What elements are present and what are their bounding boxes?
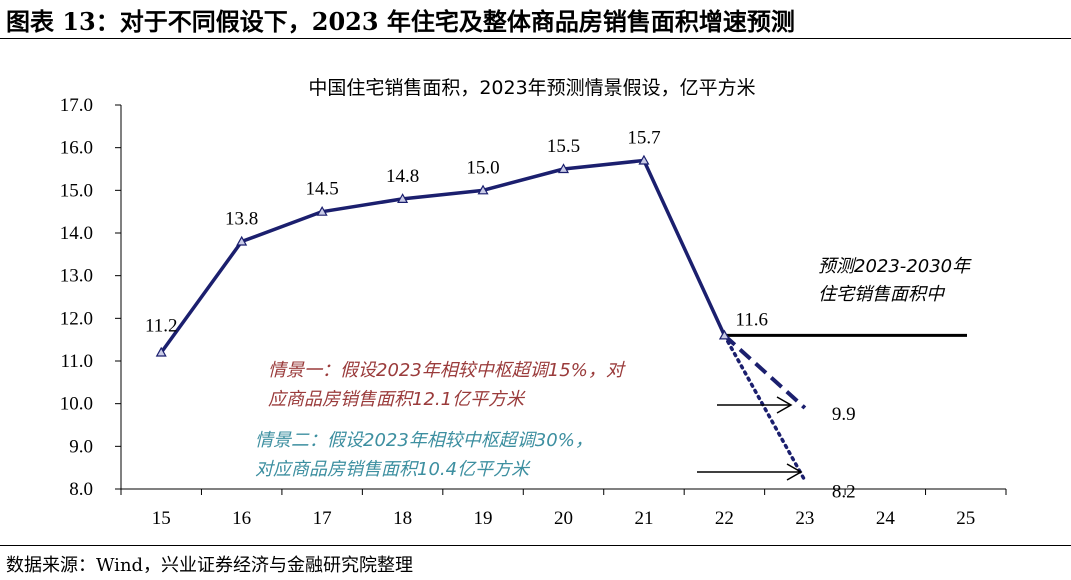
- x-tick-label: 16: [232, 508, 251, 529]
- forecast-note-line1: 预测2023-2030年: [818, 256, 972, 277]
- scenario1-note-line2: 应商品房销售面积12.1亿平方米: [268, 389, 526, 410]
- x-tick-label: 19: [474, 508, 493, 529]
- y-tick-label: 12.0: [60, 308, 93, 329]
- forecast-note-line2: 住宅销售面积中: [818, 284, 946, 305]
- main-series-point: [397, 193, 409, 203]
- y-tick-label: 8.0: [69, 479, 93, 500]
- source-rule: [0, 545, 1071, 546]
- x-tick-label: 21: [634, 508, 653, 529]
- y-tick-label: 16.0: [60, 138, 93, 159]
- y-tick-label: 17.0: [60, 95, 93, 116]
- annotation-layer: 预测2023-2030年 住宅销售面积中 情景一：假设2023年相较中枢超调15…: [255, 256, 972, 481]
- main-series-line: [159, 158, 726, 354]
- source-note: 数据来源：Wind，兴业证券经济与金融研究院整理: [6, 555, 414, 576]
- x-tick-label: 17: [313, 508, 332, 529]
- scenario1-end-label: 9.9: [832, 404, 856, 425]
- chart-title: 中国住宅销售面积，2023年预测情景假设，亿平方米: [308, 77, 755, 99]
- scenario1-dashed-line: [723, 333, 807, 410]
- scenario2-note-line1: 情景二：假设2023年相较中枢超调30%，: [255, 430, 593, 451]
- data-label: 11.6: [735, 309, 768, 330]
- y-tick-label: 9.0: [69, 436, 93, 457]
- data-label: 14.5: [306, 179, 339, 200]
- axes: 8.0 9.0 10.0 11.0 12.0 13.0 14.0 15.0 16.0 17.0 15…: [60, 95, 1007, 529]
- data-label: 15.7: [627, 127, 660, 148]
- y-tick-label: 15.0: [60, 180, 93, 201]
- y-tick-label: 10.0: [60, 394, 93, 415]
- scenario1-note-line1: 情景一：假设2023年相较中枢超调15%，对: [268, 360, 626, 381]
- main-series-point: [557, 163, 570, 174]
- x-tick-label: 24: [876, 508, 896, 529]
- x-tick-label: 22: [715, 508, 734, 529]
- scenario2-end-label: 8.2: [832, 481, 856, 502]
- main-series-point: [316, 205, 328, 216]
- y-tick-label: 14.0: [60, 223, 93, 244]
- main-series-point: [155, 346, 167, 357]
- data-label: 14.8: [386, 166, 419, 187]
- scenario2-note-line2: 对应商品房销售面积10.4亿平方米: [255, 459, 531, 480]
- data-label: 15.5: [547, 136, 580, 157]
- line-chart: 中国住宅销售面积，2023年预测情景假设，亿平方米 8.0 9.0 10.0 11.0…: [60, 77, 1007, 529]
- x-tick-label: 25: [956, 508, 975, 529]
- main-series-point: [718, 329, 730, 340]
- main-series-point: [477, 184, 489, 195]
- figure-title: 图表 13：对于不同假设下，2023 年住宅及整体商品房销售面积增速预测: [6, 7, 795, 36]
- x-tick-label: 23: [795, 508, 814, 529]
- series-layer: 11.2 13.8 14.5 14.8 15.0 15.5 15.7 11.6 9.9 8.2: [145, 127, 967, 502]
- title-rule: [0, 38, 1071, 39]
- x-tick-label: 18: [393, 508, 412, 529]
- data-label: 11.2: [145, 315, 178, 336]
- arrow-head: [776, 396, 793, 414]
- scenario1-arrow: [717, 396, 793, 414]
- main-series-point: [236, 235, 248, 246]
- x-tick-label: 20: [554, 508, 573, 529]
- data-label: 13.8: [225, 209, 258, 230]
- y-tick-label: 13.0: [60, 266, 93, 287]
- main-series-point: [638, 154, 650, 165]
- y-tick-label: 11.0: [60, 351, 93, 372]
- scenario2-dotted-line: [722, 333, 807, 483]
- data-label: 15.0: [466, 157, 499, 178]
- arrow-head: [786, 463, 803, 481]
- x-tick-label: 15: [152, 508, 171, 529]
- scenario2-arrow: [697, 463, 803, 481]
